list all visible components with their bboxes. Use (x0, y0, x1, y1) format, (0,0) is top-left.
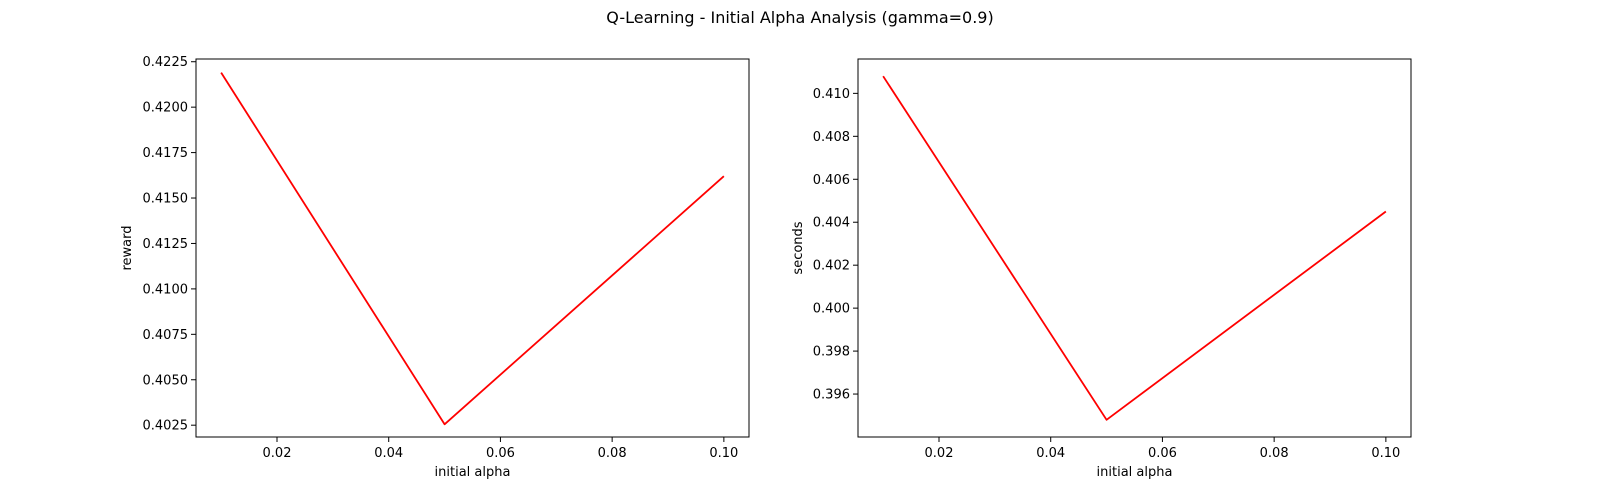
y-axis-label: reward (120, 225, 135, 270)
y-tick-label: 0.408 (813, 130, 850, 145)
y-tick-label: 0.4200 (143, 101, 189, 116)
y-tick-label: 0.4225 (143, 55, 189, 70)
y-tick-label: 0.410 (813, 87, 850, 102)
x-axis-label: initial alpha (1097, 465, 1173, 480)
y-tick-label: 0.400 (813, 302, 850, 317)
x-tick-label: 0.10 (709, 446, 738, 461)
x-tick-label: 0.02 (925, 446, 954, 461)
axes-frame (195, 58, 750, 438)
x-tick-label: 0.06 (486, 446, 515, 461)
series-line (220, 72, 725, 426)
axes-frame (857, 58, 1412, 438)
y-tick-label: 0.4125 (143, 237, 189, 252)
y-tick-label: 0.4150 (143, 192, 189, 207)
y-tick-label: 0.396 (813, 388, 850, 403)
y-tick-label: 0.406 (813, 173, 850, 188)
y-tick-label: 0.404 (813, 216, 850, 231)
y-tick-label: 0.4050 (143, 373, 189, 388)
figure-title: Q-Learning - Initial Alpha Analysis (gam… (606, 8, 993, 27)
x-tick-label: 0.08 (598, 446, 627, 461)
x-axis-label: initial alpha (435, 465, 511, 480)
subplot-reward: 0.02 0.04 0.06 0.08 0.10 0.4025 0.4050 0.4075 0.… (120, 55, 750, 480)
y-tick-label: 0.4075 (143, 328, 189, 343)
x-tick-label: 0.08 (1260, 446, 1289, 461)
x-tick-label: 0.10 (1371, 446, 1400, 461)
y-axis-label: seconds (791, 221, 806, 274)
y-tick-label: 0.402 (813, 259, 850, 274)
x-tick-label: 0.02 (263, 446, 292, 461)
y-tick-label: 0.4025 (143, 419, 189, 434)
x-tick-label: 0.06 (1148, 446, 1177, 461)
x-tick-label: 0.04 (374, 446, 403, 461)
y-tick-label: 0.4175 (143, 146, 189, 161)
x-tick-label: 0.04 (1036, 446, 1065, 461)
y-tick-label: 0.398 (813, 345, 850, 360)
y-tick-label: 0.4100 (143, 282, 189, 297)
subplot-seconds: 0.02 0.04 0.06 0.08 0.10 0.396 0.398 0.400 0.402… (791, 58, 1412, 480)
series-line (882, 75, 1387, 421)
